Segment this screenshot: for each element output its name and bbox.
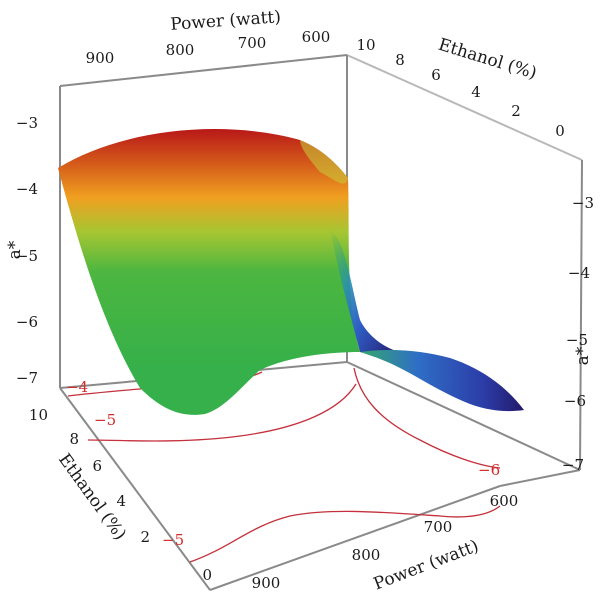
front-power-axis-label: Power (watt) bbox=[371, 536, 482, 594]
front-power-axis: 900 800 700 600 Power (watt) bbox=[252, 492, 519, 595]
contour-value-label: −4 bbox=[66, 378, 88, 396]
power-tick-label: 700 bbox=[238, 34, 267, 52]
base-contours bbox=[67, 367, 501, 563]
contour-line bbox=[189, 505, 501, 563]
z-tick-label: −7 bbox=[562, 456, 584, 474]
ethanol-tick-label: 10 bbox=[356, 36, 375, 54]
surface-main bbox=[58, 129, 360, 415]
ethanol-tick-label: 2 bbox=[140, 528, 150, 546]
z-tick-label: −4 bbox=[568, 264, 590, 282]
ethanol-tick-label: 2 bbox=[511, 102, 521, 120]
ethanol-tick-label: 4 bbox=[116, 492, 126, 510]
surface-ridge-highlight bbox=[300, 140, 348, 184]
z-axis-label-left: a* bbox=[5, 240, 25, 259]
z-axis-label-right: a* bbox=[573, 346, 593, 365]
z-tick-label: −4 bbox=[16, 180, 38, 198]
surface bbox=[58, 129, 524, 415]
z-axis-right: −3 −4 −5 −6 −7 a* bbox=[562, 194, 594, 474]
ethanol-tick-label: 6 bbox=[92, 457, 102, 475]
power-tick-label: 600 bbox=[490, 492, 519, 510]
z-tick-label: −5 bbox=[16, 247, 38, 265]
contour-value-label: −6 bbox=[478, 461, 500, 479]
ethanol-tick-label: 8 bbox=[69, 430, 79, 448]
contour-value-label: −5 bbox=[162, 531, 184, 549]
contour-line bbox=[87, 383, 357, 442]
z-tick-label: −6 bbox=[16, 313, 38, 331]
ethanol-tick-label: 6 bbox=[431, 66, 441, 84]
power-tick-label: 900 bbox=[252, 574, 281, 592]
power-tick-label: 600 bbox=[302, 28, 331, 46]
contour-labels: −4 −5 −5 −6 bbox=[66, 378, 500, 549]
power-tick-label: 700 bbox=[424, 518, 453, 536]
power-tick-label: 800 bbox=[352, 546, 381, 564]
surface-tail bbox=[360, 350, 524, 412]
back-ethanol-axis-label: Ethanol (%) bbox=[436, 35, 539, 84]
contour-value-label: −5 bbox=[94, 411, 116, 429]
ethanol-tick-label: 0 bbox=[202, 566, 212, 584]
z-tick-label: −6 bbox=[564, 392, 586, 410]
ethanol-tick-label: 0 bbox=[555, 122, 565, 140]
z-axis-left: −3 −4 −5 −6 −7 a* bbox=[5, 114, 38, 387]
back-ethanol-axis: Ethanol (%) 10 8 6 4 2 0 bbox=[356, 35, 564, 140]
contour-line bbox=[353, 367, 501, 469]
z-tick-label: −3 bbox=[16, 114, 38, 132]
surface-blue-shading bbox=[330, 230, 400, 353]
back-power-axis: Power (watt) 900 800 700 600 bbox=[86, 7, 331, 67]
ethanol-tick-label: 10 bbox=[29, 406, 48, 424]
z-tick-label: −5 bbox=[566, 331, 588, 349]
ethanol-tick-label: 8 bbox=[395, 51, 405, 69]
z-tick-label: −3 bbox=[572, 194, 594, 212]
power-tick-label: 800 bbox=[166, 41, 195, 59]
back-power-axis-label: Power (watt) bbox=[170, 7, 282, 35]
power-tick-label: 900 bbox=[86, 49, 115, 67]
z-tick-label: −7 bbox=[16, 369, 38, 387]
ethanol-tick-label: 4 bbox=[471, 83, 481, 101]
